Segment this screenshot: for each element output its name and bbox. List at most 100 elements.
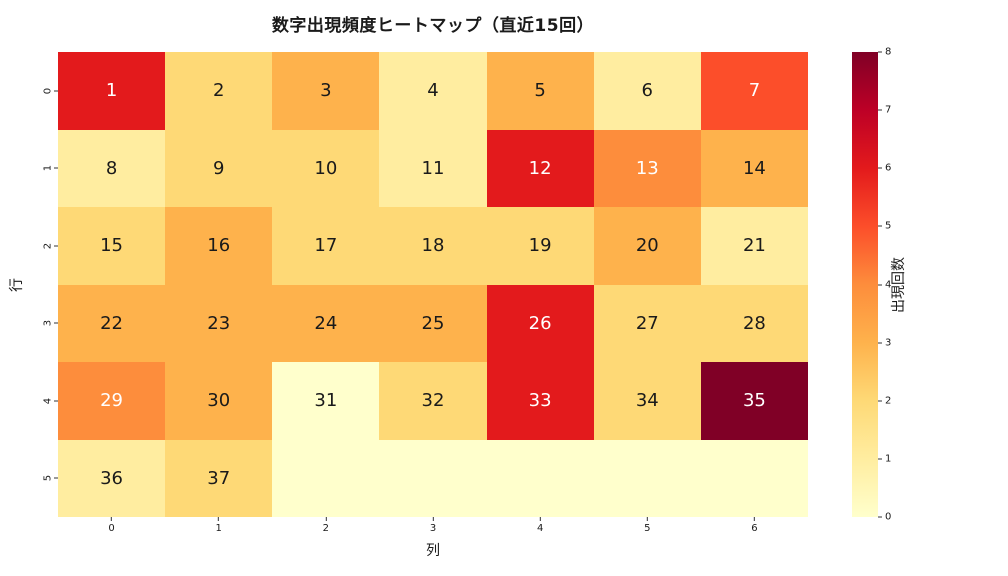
x-tick-mark: [432, 517, 434, 521]
y-tick-label: 4: [42, 397, 54, 404]
heatmap-cell: 26: [486, 284, 594, 362]
colorbar-tick: 0: [878, 512, 891, 523]
heatmap-cell: 34: [593, 362, 701, 440]
heatmap-cell: 22: [58, 284, 166, 362]
colorbar-tick-label: 2: [885, 395, 892, 407]
x-tick-label: 6: [751, 523, 758, 534]
y-axis-label: 行: [9, 277, 25, 292]
cell-annotation: 5: [534, 80, 546, 102]
heatmap-cell: 35: [700, 362, 808, 440]
chart-title: 数字出現頻度ヒートマップ（直近15回）: [271, 16, 595, 36]
cell-annotation: 24: [314, 312, 338, 334]
heatmap-cell: 7: [700, 52, 808, 130]
colorbar-tick: 4: [878, 279, 891, 290]
colorbar-tick: 8: [878, 47, 891, 58]
heatmap-cell: 25: [379, 284, 487, 362]
heatmap-cell: 15: [58, 207, 166, 285]
heatmap-cell: [379, 439, 487, 517]
colorbar-tick-mark: [878, 51, 882, 53]
cell-annotation: 4: [427, 80, 439, 102]
y-tick: 5: [42, 473, 58, 484]
heatmap-cell: 12: [486, 129, 594, 207]
heatmap-cell: 3: [272, 52, 380, 130]
heatmap-cell: [700, 439, 808, 517]
cell-annotation: 17: [314, 235, 338, 257]
colorbar-tick-mark: [878, 109, 882, 111]
colorbar-tick-label: 1: [885, 453, 892, 465]
cell-annotation: 11: [421, 157, 445, 179]
cell-annotation: 10: [314, 157, 338, 179]
y-tick: 0: [42, 85, 58, 96]
x-tick-mark: [539, 517, 541, 521]
cell-annotation: 37: [207, 467, 231, 489]
colorbar-tick: 6: [878, 163, 891, 174]
colorbar-tick: 2: [878, 395, 891, 406]
colorbar-tick-label: 7: [885, 104, 892, 116]
heatmap-cell: 16: [165, 207, 273, 285]
cell-annotation: 16: [207, 235, 231, 257]
y-tick-mark: [54, 400, 58, 402]
cell-annotation: 15: [100, 235, 124, 257]
x-tick: 2: [323, 517, 329, 534]
heatmap-cell: 17: [272, 207, 380, 285]
colorbar-tick: 7: [878, 105, 891, 116]
y-tick-mark: [54, 322, 58, 324]
heatmap-cell: 23: [165, 284, 273, 362]
y-tick-label: 2: [42, 242, 54, 249]
heatmap-cell: [593, 439, 701, 517]
y-tick-label: 1: [42, 165, 54, 172]
heatmap-cell: 5: [486, 52, 594, 130]
heatmap-cell: 13: [593, 129, 701, 207]
heatmap-cell: 33: [486, 362, 594, 440]
y-axis-ticks: 0 1 2 3 4 5: [30, 52, 58, 517]
cell-annotation: 25: [421, 312, 445, 334]
y-tick-label: 0: [42, 87, 54, 94]
x-tick-label: 4: [536, 523, 544, 534]
y-tick-mark: [54, 90, 58, 92]
heatmap-cell: 37: [165, 439, 273, 517]
cell-annotation: 31: [314, 390, 338, 412]
x-tick-label: 0: [108, 523, 115, 534]
colorbar-tick-label: 3: [885, 337, 892, 349]
colorbar-label-wrap: 出現回数: [888, 52, 908, 517]
cell-annotation: 2: [212, 80, 225, 102]
y-tick-mark: [54, 477, 58, 479]
x-axis-ticks: 0 1 2 3 4 5 6: [58, 517, 808, 543]
cell-annotation: 1: [105, 80, 118, 102]
heatmap-cell: 9: [165, 129, 273, 207]
heatmap-cell: 4: [379, 52, 487, 130]
heatmap-cell: 1: [58, 52, 166, 130]
colorbar-tick-label: 0: [885, 511, 892, 523]
x-tick: 4: [537, 517, 543, 534]
cell-annotation: 28: [742, 312, 766, 334]
cell-annotation: 29: [100, 390, 124, 412]
cell-annotation: 7: [748, 80, 761, 102]
cell-annotation: 12: [528, 157, 552, 179]
colorbar-tick-mark: [878, 225, 882, 227]
cell-annotation: 34: [635, 390, 659, 412]
heatmap-cell: 2: [165, 52, 273, 130]
heatmap-cell: 18: [379, 207, 487, 285]
x-tick-mark: [325, 517, 327, 521]
colorbar-tick-mark: [878, 342, 882, 344]
heatmap-cell: 10: [272, 129, 380, 207]
colorbar-tick-label: 6: [885, 162, 892, 174]
colorbar-tick-mark: [878, 400, 882, 402]
y-tick: 1: [42, 163, 58, 174]
x-tick-label: 2: [322, 523, 330, 534]
cell-annotation: 35: [742, 390, 766, 412]
heatmap-cell: 19: [486, 207, 594, 285]
heatmap-grid: 1 2 3 4 5 6 7 8 9 10 11 12 13 14 15 16 17 18 19 20 21 22 23 24 2…: [58, 52, 808, 517]
heatmap-cell: 20: [593, 207, 701, 285]
cell-annotation: 21: [742, 235, 766, 257]
y-tick-label: 3: [42, 320, 54, 327]
cell-annotation: 22: [100, 312, 124, 334]
cell-annotation: 14: [742, 157, 766, 179]
x-tick: 1: [216, 517, 222, 534]
colorbar-gradient: [852, 52, 878, 517]
colorbar-tick: 1: [878, 453, 891, 464]
y-tick-mark: [54, 167, 58, 169]
colorbar-tick-mark: [878, 284, 882, 285]
cell-annotation: 33: [528, 390, 552, 412]
y-tick: 3: [42, 318, 58, 329]
